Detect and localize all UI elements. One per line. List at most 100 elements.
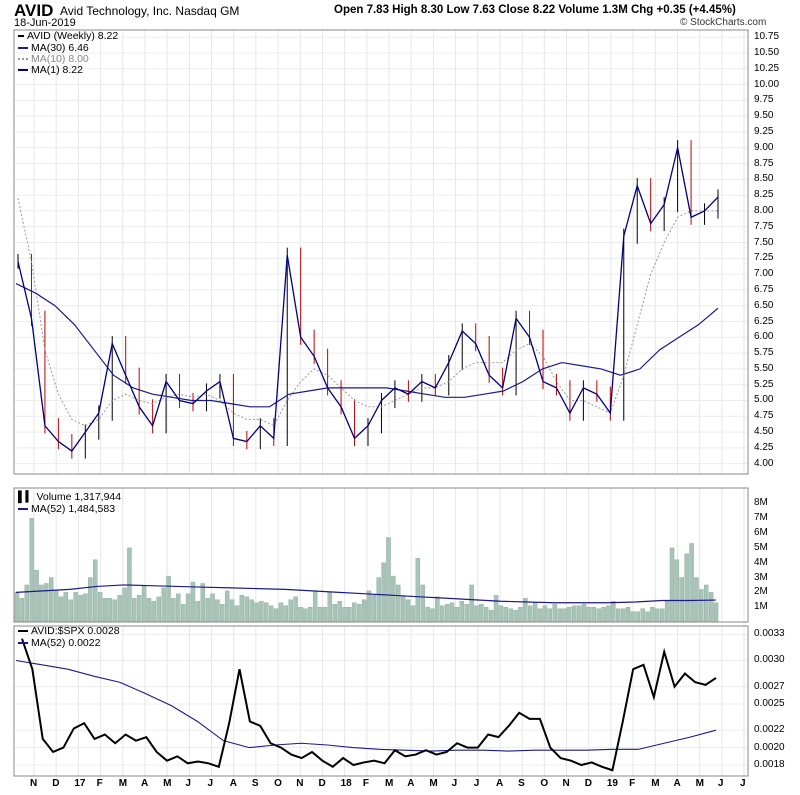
price-panel — [13, 29, 749, 475]
volume-bar — [68, 599, 73, 623]
legend-price: AVID (Weekly) 8.22 — [18, 30, 118, 42]
volume-bar — [474, 605, 479, 623]
volume-bar — [102, 598, 108, 623]
volume-bar — [342, 607, 347, 623]
price-tick-label: 7.75 — [754, 220, 774, 232]
legend-ratio: AVID:$SPX 0.0028 — [18, 625, 120, 637]
price-tick-label: 8.75 — [754, 157, 774, 169]
volume-bar — [684, 553, 689, 623]
volume-bar — [176, 593, 181, 623]
volume-bar — [327, 592, 333, 623]
volume-tick-label: 3M — [754, 571, 768, 583]
price-tick-label: 4.00 — [754, 457, 774, 469]
volume-bar — [278, 602, 284, 623]
month-label: M — [385, 778, 394, 789]
volume-bar — [356, 604, 362, 623]
volume-bar — [405, 599, 411, 623]
volume-bar — [24, 584, 29, 623]
price-tick-label: 6.00 — [754, 331, 774, 343]
volume-bar — [347, 607, 352, 623]
volume-bar — [283, 605, 289, 623]
volume-bar — [293, 596, 298, 623]
volume-tick-label: 4M — [754, 556, 768, 568]
month-label: M — [118, 778, 128, 789]
volume-bar — [308, 607, 313, 623]
volume-bar — [161, 587, 166, 623]
month-label: 19 — [606, 778, 618, 789]
price-tick-label: 5.25 — [754, 378, 774, 390]
chart-date: 18-Jun-2019 — [14, 17, 76, 29]
volume-bar — [674, 559, 680, 623]
volume-bar — [430, 608, 435, 623]
price-tick-label: 10.50 — [754, 46, 780, 58]
price-tick-label: 10.75 — [754, 31, 780, 43]
volume-bar — [166, 575, 171, 623]
volume-bar — [112, 599, 117, 623]
volume-bar — [440, 605, 445, 623]
volume-bar — [572, 605, 577, 623]
volume-bar — [699, 589, 704, 623]
volume-bar — [704, 584, 709, 623]
volume-bar — [669, 547, 675, 623]
volume-bar — [234, 605, 240, 623]
price-tick-label: 9.25 — [754, 125, 774, 137]
volume-bar — [679, 577, 684, 623]
volume-bar — [611, 601, 616, 623]
volume-bar — [640, 608, 645, 623]
ohlc-stats: Open 7.83 High 8.30 Low 7.63 Close 8.22 … — [334, 4, 736, 16]
price-tick-label: 9.00 — [754, 141, 774, 153]
price-tick-label: 10.00 — [754, 78, 780, 90]
volume-bar — [185, 593, 191, 623]
price-tick-label: 5.00 — [754, 394, 774, 406]
price-tick-label: 8.50 — [754, 173, 774, 185]
volume-bar — [171, 598, 176, 623]
volume-bar — [107, 598, 113, 623]
chart-header: AVID Avid Technology, Inc. Nasdaq GM 18-… — [0, 0, 800, 30]
symbol-label: AVID — [14, 1, 54, 20]
month-label: A — [407, 778, 415, 789]
volume-bar — [400, 596, 406, 623]
volume-bar — [49, 577, 54, 623]
volume-bar — [117, 595, 122, 623]
month-label: A — [229, 778, 237, 789]
volume-bar — [459, 601, 465, 623]
volume-bar — [591, 607, 597, 623]
volume-bar — [141, 586, 147, 623]
volume-bar — [83, 593, 88, 623]
volume-tick-label: 1M — [754, 601, 768, 613]
volume-tick-label: 7M — [754, 512, 768, 524]
month-label: N — [30, 778, 38, 789]
ratio-tick-label: 0.0027 — [754, 680, 785, 692]
volume-bar — [484, 607, 489, 623]
volume-bar — [264, 602, 269, 623]
month-label: J — [451, 778, 458, 789]
volume-bar — [479, 604, 484, 623]
volume-bar — [146, 598, 152, 623]
volume-bar — [249, 599, 254, 623]
brand-watermark: © StockCharts.com — [680, 17, 767, 28]
month-label: N — [562, 778, 570, 789]
volume-bar — [503, 607, 509, 623]
volume-bar — [537, 608, 543, 623]
ratio-tick-label: 0.0022 — [754, 724, 785, 736]
volume-bar — [259, 601, 264, 623]
volume-bar — [58, 596, 64, 623]
ratio-panel — [13, 625, 749, 777]
month-label: S — [518, 778, 525, 789]
ma30-line — [15, 283, 719, 408]
volume-bar — [625, 607, 631, 623]
volume-bar — [303, 608, 308, 623]
volume-bar — [420, 584, 425, 623]
volume-ma-line — [15, 584, 717, 604]
volume-bar — [273, 608, 279, 623]
volume-bar — [244, 596, 249, 623]
volume-bar — [508, 608, 513, 623]
volume-bar — [122, 587, 127, 623]
volume-bar — [151, 601, 157, 623]
ratio-line — [21, 638, 717, 772]
price-tick-label: 9.50 — [754, 110, 774, 122]
volume-tick-label: 5M — [754, 541, 768, 553]
month-label: O — [274, 778, 282, 789]
ratio-tick-label: 0.0025 — [754, 698, 785, 710]
ratio-ma-line — [15, 659, 717, 752]
